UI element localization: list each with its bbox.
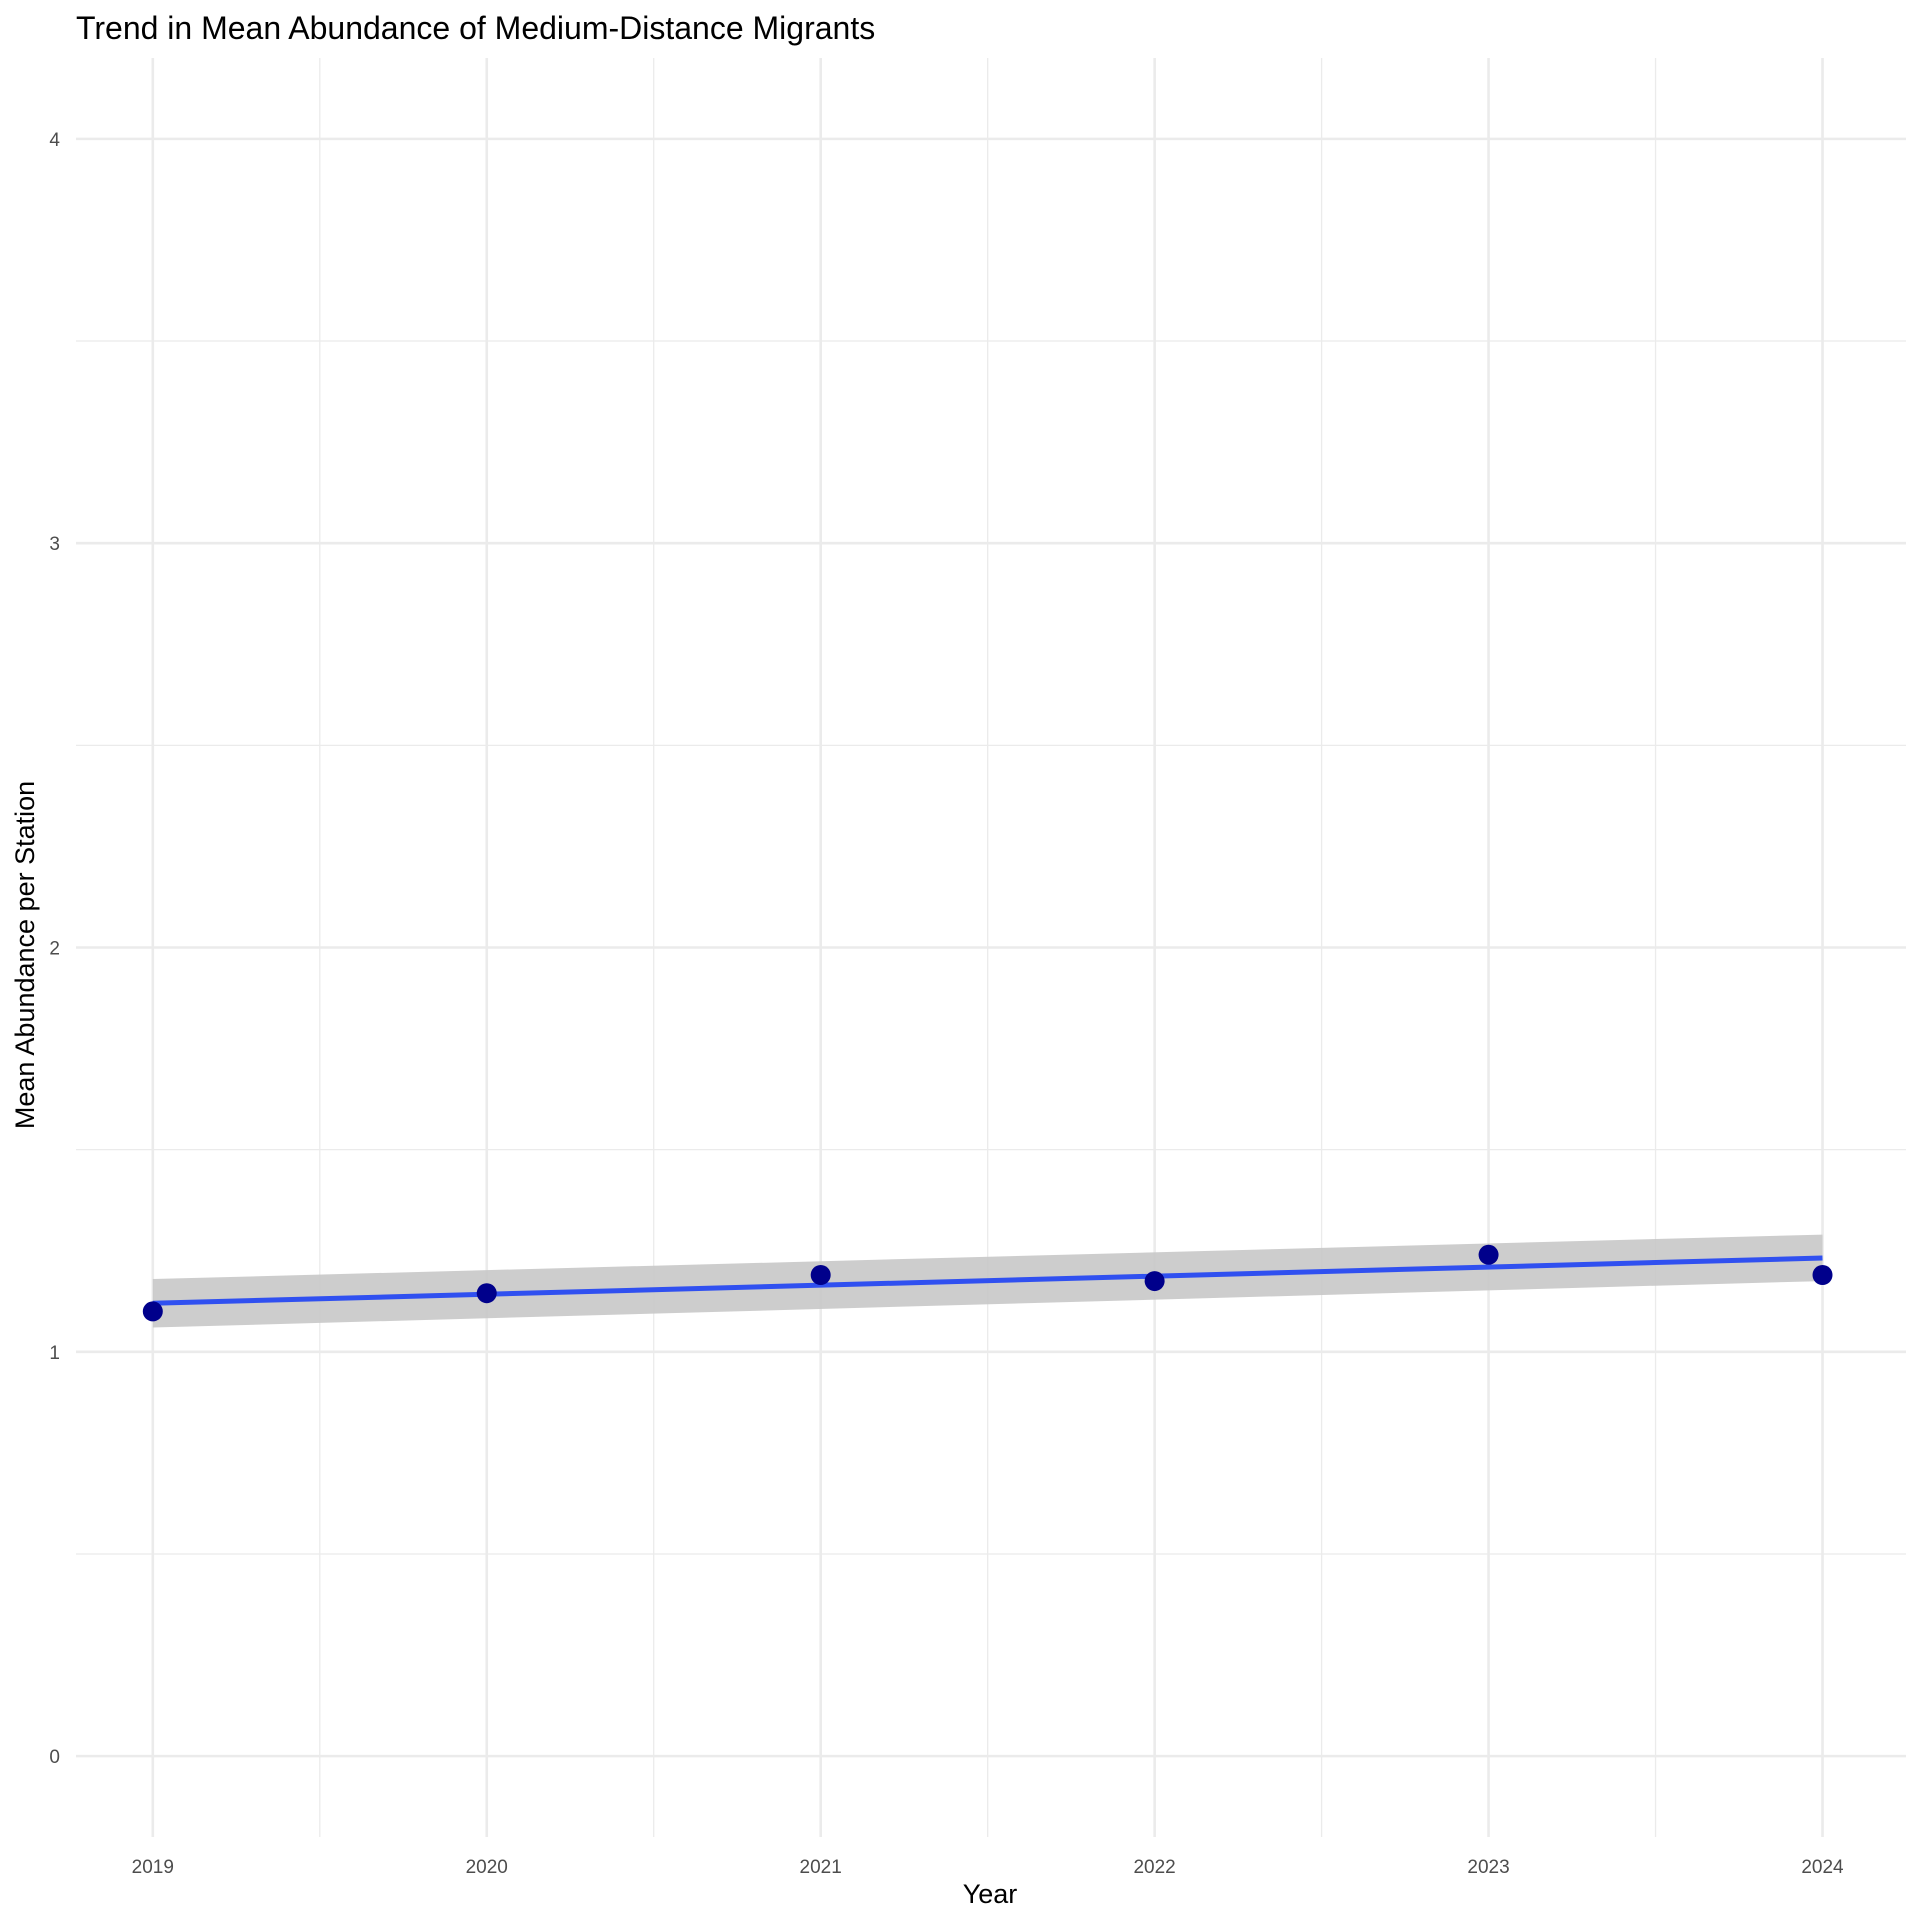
trend-line: [152, 1255, 1823, 1306]
y-tick-label: 4: [49, 130, 60, 151]
data-point: [1144, 1271, 1165, 1292]
grid: [76, 58, 1906, 1837]
y-tick-label: 0: [49, 1747, 60, 1768]
data-point: [810, 1264, 831, 1285]
y-tick-label: 2: [49, 939, 60, 960]
y-axis-title: Mean Abundance per Station: [10, 781, 40, 1129]
x-tick-label: 2024: [1801, 1857, 1844, 1878]
x-tick-label: 2021: [800, 1857, 842, 1878]
y-axis-ticks: 0 1 2 3 4: [49, 130, 60, 1768]
y-tick-label: 3: [49, 534, 60, 555]
data-point: [1812, 1264, 1833, 1285]
y-tick-label: 1: [49, 1343, 60, 1364]
x-tick-label: 2022: [1133, 1857, 1175, 1878]
data-point: [476, 1283, 497, 1304]
chart-title: Trend in Mean Abundance of Medium-Distan…: [76, 10, 875, 46]
data-point: [142, 1301, 163, 1322]
x-tick-label: 2023: [1467, 1857, 1509, 1878]
data-points: [142, 1244, 1833, 1322]
data-point: [1478, 1244, 1499, 1265]
x-axis-title: Year: [963, 1879, 1018, 1909]
trend-line-layer: [152, 1255, 1823, 1306]
x-tick-label: 2019: [132, 1857, 174, 1878]
x-tick-label: 2020: [466, 1857, 508, 1878]
x-axis-ticks: 2019 2020 2021 2022 2023 2024: [132, 1857, 1844, 1878]
